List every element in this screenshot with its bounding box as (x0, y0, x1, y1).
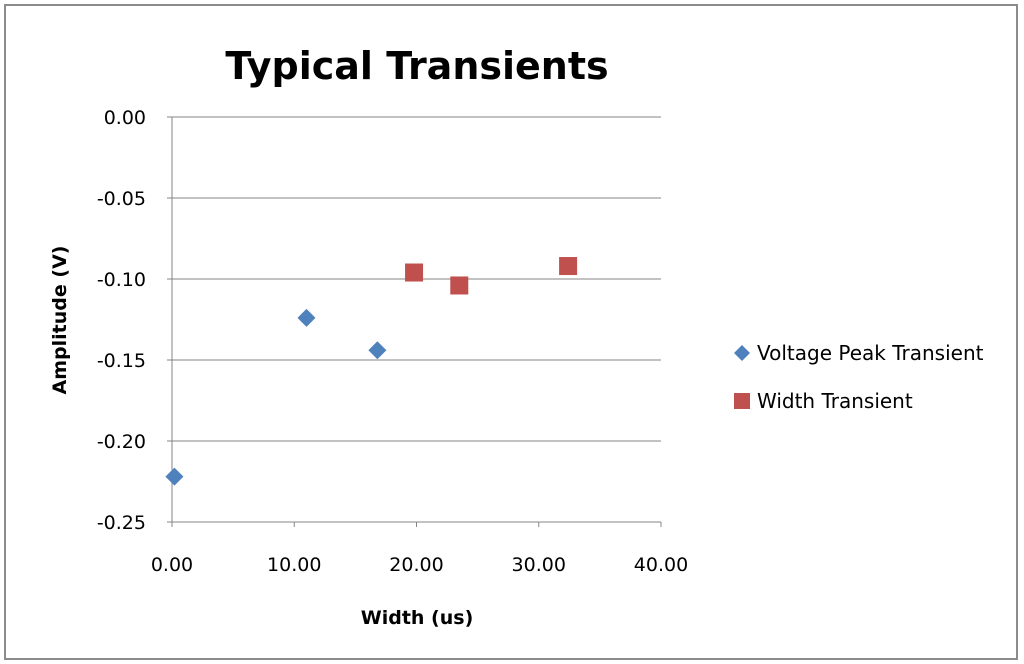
gridlines (167, 116, 661, 523)
y-tick-label: -0.20 (97, 431, 146, 453)
legend-diamond-icon (734, 345, 750, 361)
data-points (165, 257, 578, 486)
y-tick-label: 0.00 (104, 107, 146, 129)
y-axis-ticks: 0.00 -0.05 -0.10 -0.15 -0.20 -0.25 (97, 107, 146, 534)
legend: Voltage Peak Transient Width Transient (734, 341, 984, 413)
x-tick-label: 30.00 (512, 554, 566, 576)
legend-square-icon (734, 393, 750, 409)
y-tick-label: -0.05 (97, 188, 146, 210)
width-transient-point (405, 263, 424, 282)
x-axis-ticks: 0.00 10.00 20.00 30.00 40.00 (151, 522, 688, 576)
x-tick-label: 0.00 (151, 554, 193, 576)
voltage-peak-point (165, 467, 184, 486)
legend-label: Voltage Peak Transient (757, 341, 984, 365)
width-transient-point (450, 276, 469, 295)
width-transient-point (559, 257, 578, 276)
x-tick-label: 10.00 (267, 554, 321, 576)
y-axis-title: Amplitude (V) (49, 246, 71, 395)
y-tick-label: -0.15 (97, 350, 146, 372)
chart-area (4, 4, 1018, 660)
x-axis-title: Width (us) (361, 607, 474, 629)
y-tick-label: -0.25 (97, 512, 146, 534)
voltage-peak-point (297, 308, 316, 327)
voltage-peak-point (368, 341, 387, 360)
chart-title: Typical Transients (225, 44, 608, 88)
legend-label: Width Transient (757, 389, 913, 413)
y-tick-label: -0.10 (97, 269, 146, 291)
x-tick-label: 40.00 (634, 554, 688, 576)
x-tick-label: 20.00 (389, 554, 443, 576)
